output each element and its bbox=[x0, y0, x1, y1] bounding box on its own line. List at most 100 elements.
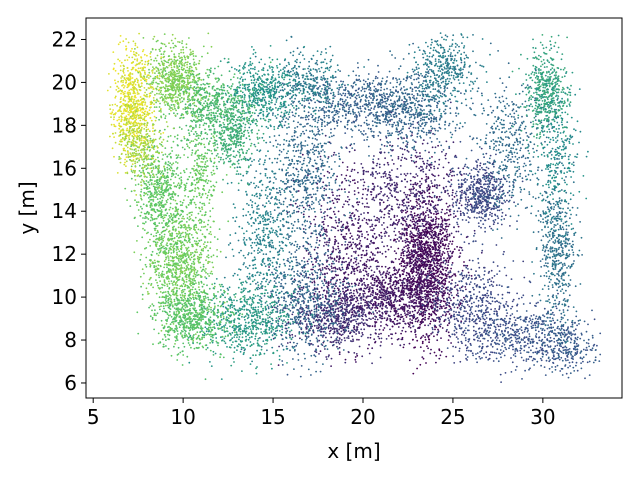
data-point bbox=[412, 275, 414, 278]
data-point bbox=[494, 337, 497, 339]
data-point bbox=[379, 152, 382, 155]
data-point bbox=[384, 282, 386, 284]
data-point bbox=[394, 187, 397, 190]
data-point bbox=[463, 296, 465, 299]
data-point bbox=[437, 174, 440, 177]
data-point bbox=[448, 233, 451, 236]
data-point bbox=[348, 198, 351, 201]
data-point bbox=[322, 334, 325, 337]
data-point bbox=[432, 237, 435, 240]
data-point bbox=[380, 216, 383, 219]
data-point bbox=[426, 209, 428, 212]
data-point bbox=[385, 319, 388, 322]
data-point bbox=[452, 250, 454, 253]
data-point bbox=[462, 211, 464, 214]
data-point bbox=[389, 310, 392, 313]
data-point bbox=[376, 312, 378, 314]
data-point bbox=[376, 288, 379, 291]
data-point bbox=[436, 212, 439, 215]
data-point bbox=[484, 219, 486, 222]
data-point bbox=[467, 189, 470, 191]
data-point bbox=[496, 197, 499, 200]
data-point bbox=[483, 178, 486, 181]
data-point bbox=[390, 302, 393, 305]
data-point bbox=[322, 309, 325, 312]
data-point bbox=[456, 223, 459, 226]
data-point bbox=[325, 336, 327, 339]
data-point bbox=[388, 235, 390, 237]
data-point bbox=[474, 274, 476, 276]
data-point bbox=[454, 215, 457, 218]
data-point bbox=[383, 327, 386, 329]
data-point bbox=[412, 372, 415, 375]
data-point bbox=[419, 234, 421, 237]
data-point bbox=[338, 353, 341, 356]
data-point bbox=[388, 213, 391, 215]
data-point bbox=[501, 190, 504, 193]
data-point bbox=[345, 247, 348, 250]
data-point bbox=[445, 140, 448, 143]
data-point bbox=[350, 302, 352, 305]
data-point bbox=[475, 182, 478, 185]
data-point bbox=[316, 325, 318, 327]
data-point bbox=[310, 268, 313, 271]
data-point bbox=[319, 298, 321, 300]
data-point bbox=[426, 287, 428, 289]
data-point bbox=[413, 212, 416, 215]
data-point bbox=[384, 250, 387, 253]
data-point bbox=[344, 200, 347, 203]
data-point bbox=[456, 221, 458, 224]
data-point bbox=[332, 210, 335, 213]
data-point bbox=[364, 304, 366, 307]
data-point bbox=[399, 147, 402, 150]
data-point bbox=[414, 221, 417, 224]
data-point bbox=[478, 181, 481, 184]
data-point bbox=[410, 156, 412, 159]
data-point bbox=[426, 162, 428, 165]
data-point bbox=[482, 194, 485, 197]
data-point bbox=[341, 224, 344, 227]
data-point bbox=[431, 275, 434, 278]
data-point bbox=[417, 311, 420, 313]
data-point bbox=[484, 230, 486, 233]
data-point bbox=[483, 324, 486, 327]
data-point bbox=[463, 173, 465, 175]
data-point bbox=[418, 236, 421, 239]
data-point bbox=[347, 228, 350, 231]
data-point bbox=[379, 138, 382, 141]
data-point bbox=[395, 276, 398, 279]
data-point bbox=[419, 152, 421, 154]
data-point bbox=[501, 215, 503, 218]
data-point bbox=[444, 318, 447, 321]
data-point bbox=[351, 298, 354, 301]
data-point bbox=[336, 201, 339, 203]
data-point bbox=[406, 229, 408, 232]
data-point bbox=[411, 319, 413, 322]
data-point bbox=[449, 297, 451, 300]
data-point bbox=[424, 285, 426, 288]
data-point bbox=[466, 212, 469, 215]
data-point bbox=[347, 267, 350, 270]
data-point bbox=[319, 269, 322, 272]
data-point bbox=[381, 307, 383, 310]
data-point bbox=[451, 288, 454, 290]
data-point bbox=[467, 216, 470, 218]
data-point bbox=[451, 198, 454, 201]
data-point bbox=[374, 321, 376, 323]
data-point bbox=[459, 360, 462, 363]
data-point bbox=[427, 338, 430, 340]
data-point bbox=[467, 209, 470, 212]
data-point bbox=[470, 302, 473, 305]
data-point bbox=[433, 205, 436, 208]
data-point bbox=[318, 339, 321, 342]
data-point bbox=[402, 318, 405, 320]
data-point bbox=[401, 211, 403, 214]
data-point bbox=[381, 294, 384, 297]
data-point bbox=[338, 188, 340, 191]
data-point bbox=[420, 260, 423, 263]
data-point bbox=[449, 101, 452, 104]
data-point bbox=[388, 266, 391, 269]
data-point bbox=[487, 188, 490, 191]
data-point bbox=[480, 226, 482, 229]
data-point bbox=[350, 258, 353, 261]
